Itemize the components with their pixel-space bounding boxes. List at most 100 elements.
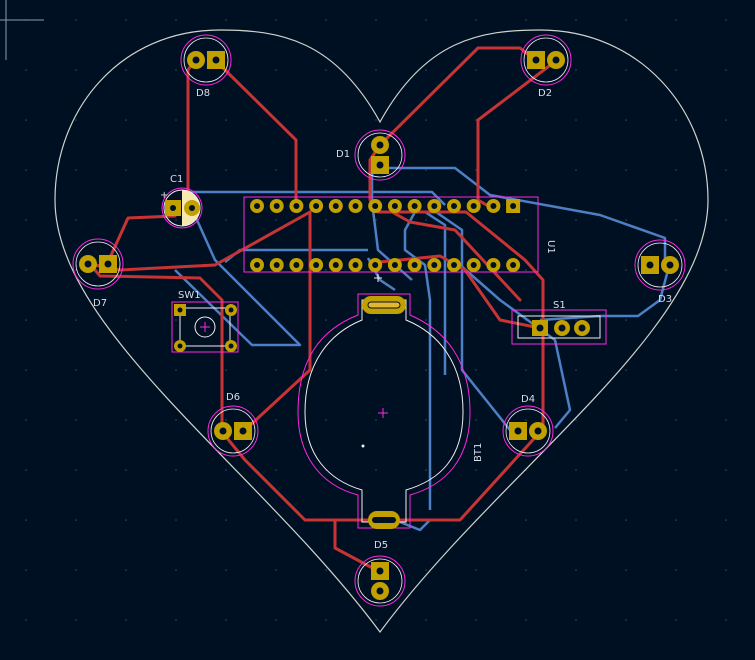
s1-hole-3 bbox=[578, 324, 586, 332]
grid bbox=[25, 19, 727, 621]
grid-dot bbox=[225, 19, 227, 21]
bt1-slot-minus bbox=[372, 517, 396, 523]
u1-pad-hole bbox=[510, 203, 517, 209]
u1-pad-hole bbox=[273, 203, 280, 209]
grid-dot bbox=[175, 469, 177, 471]
sw1-hole-1 bbox=[177, 307, 183, 313]
grid-dot bbox=[575, 69, 577, 71]
footprint-d7[interactable] bbox=[72, 238, 124, 290]
c1-hole-1 bbox=[170, 205, 176, 211]
d4-hole bbox=[534, 427, 542, 435]
grid-dot bbox=[25, 169, 27, 171]
grid-dot bbox=[675, 369, 677, 371]
grid-dot bbox=[575, 119, 577, 121]
grid-dot bbox=[725, 269, 727, 271]
c1-courtyard bbox=[161, 187, 203, 229]
footprint-d5[interactable] bbox=[354, 555, 406, 607]
grid-dot bbox=[725, 119, 727, 121]
d5-label: D5 bbox=[374, 540, 388, 551]
grid-dot bbox=[275, 219, 277, 221]
footprint-u1[interactable]: U1 bbox=[243, 196, 556, 273]
grid-dot bbox=[325, 619, 327, 621]
sw1-center bbox=[194, 316, 216, 338]
grid-dot bbox=[25, 119, 27, 121]
grid-dot bbox=[125, 569, 127, 571]
s1-courtyard bbox=[511, 309, 607, 345]
s1-hole-2 bbox=[558, 324, 566, 332]
grid-dot bbox=[475, 469, 477, 471]
grid-dot bbox=[475, 19, 477, 21]
grid-dot bbox=[175, 169, 177, 171]
bt1-label: BT1 bbox=[473, 443, 484, 462]
grid-dot bbox=[125, 619, 127, 621]
footprint-d1[interactable] bbox=[354, 129, 406, 181]
d6-label: D6 bbox=[226, 392, 240, 403]
grid-dot bbox=[275, 419, 277, 421]
u1-pad-hole bbox=[352, 203, 359, 209]
grid-dot bbox=[175, 369, 177, 371]
grid-dot bbox=[225, 519, 227, 521]
u1-pad-hole bbox=[372, 203, 379, 209]
grid-dot bbox=[225, 369, 227, 371]
grid-dot bbox=[25, 369, 27, 371]
d6-outline bbox=[210, 408, 256, 454]
footprint-d3[interactable] bbox=[634, 239, 686, 291]
grid-dot bbox=[225, 619, 227, 621]
u1-pad-hole bbox=[352, 262, 359, 268]
footprint-s1[interactable]: S1 bbox=[511, 300, 607, 345]
front-copper-traces bbox=[88, 46, 559, 574]
grid-dot bbox=[75, 219, 77, 221]
u1-pad-hole bbox=[431, 203, 438, 209]
d1-courtyard bbox=[354, 129, 406, 181]
footprint-sw1[interactable]: SW1 bbox=[171, 290, 239, 353]
grid-dot bbox=[625, 419, 627, 421]
grid-dot bbox=[475, 569, 477, 571]
d6-hole bbox=[239, 427, 247, 435]
d1-hole bbox=[376, 141, 384, 149]
footprint-d2[interactable] bbox=[520, 34, 572, 86]
u1-pad-hole bbox=[273, 262, 280, 268]
sw1-courtyard bbox=[171, 301, 239, 353]
grid-dot bbox=[425, 69, 427, 71]
footprint-d4[interactable] bbox=[502, 405, 554, 457]
u1-pad-hole bbox=[490, 203, 497, 209]
grid-dot bbox=[325, 419, 327, 421]
led-footprints bbox=[72, 34, 686, 607]
grid-dot bbox=[275, 469, 277, 471]
grid-dot bbox=[475, 419, 477, 421]
grid-dot bbox=[725, 69, 727, 71]
c1-label: C1 bbox=[170, 174, 183, 185]
grid-dot bbox=[175, 619, 177, 621]
grid-dot bbox=[325, 169, 327, 171]
grid-dot bbox=[25, 569, 27, 571]
grid-dot bbox=[575, 269, 577, 271]
d4-hole bbox=[514, 427, 522, 435]
footprint-bt1[interactable]: BT1 bbox=[297, 274, 484, 529]
footprint-d6[interactable] bbox=[207, 405, 259, 457]
grid-dot bbox=[575, 619, 577, 621]
d3-label: D3 bbox=[658, 294, 672, 305]
grid-dot bbox=[725, 169, 727, 171]
footprint-c1[interactable]: C1 + bbox=[160, 174, 203, 229]
grid-dot bbox=[575, 419, 577, 421]
u1-pad-hole bbox=[431, 262, 438, 268]
grid-dot bbox=[675, 319, 677, 321]
grid-dot bbox=[175, 519, 177, 521]
grid-dot bbox=[425, 619, 427, 621]
u1-pad-hole bbox=[372, 262, 379, 268]
grid-dot bbox=[325, 569, 327, 571]
grid-dot bbox=[375, 369, 377, 371]
grid-dot bbox=[325, 119, 327, 121]
grid-dot bbox=[525, 119, 527, 121]
sw1-fab bbox=[179, 307, 231, 347]
grid-dot bbox=[275, 19, 277, 21]
grid-dot bbox=[625, 19, 627, 21]
grid-dot bbox=[725, 469, 727, 471]
grid-dot bbox=[225, 169, 227, 171]
grid-dot bbox=[125, 519, 127, 521]
footprint-d8[interactable] bbox=[180, 34, 232, 86]
grid-dot bbox=[125, 19, 127, 21]
grid-dot bbox=[575, 369, 577, 371]
d4-outline bbox=[505, 408, 551, 454]
